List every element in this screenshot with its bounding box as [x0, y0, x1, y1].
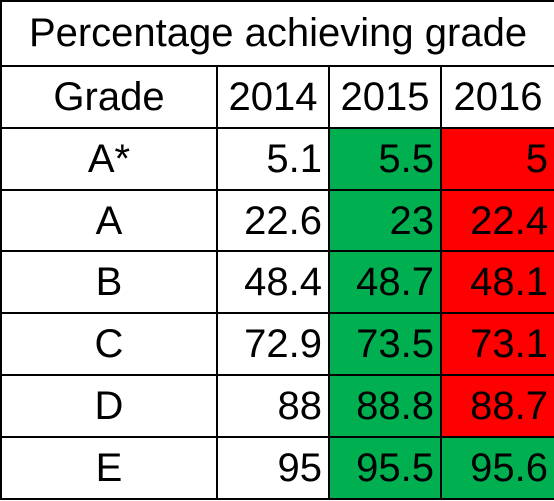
table-row: A* 5.1 5.5 5 [0, 126, 554, 191]
value-cell-2014[interactable]: 88 [216, 374, 330, 439]
value-cell-2016[interactable]: 22.4 [440, 188, 554, 253]
table-row: B 48.4 48.7 48.1 [0, 250, 554, 315]
value-cell-2016[interactable]: 73.1 [440, 312, 554, 377]
value-cell-2014[interactable]: 72.9 [216, 312, 330, 377]
header-row: Grade 2014 2015 2016 [0, 64, 554, 129]
value-cell-2015[interactable]: 88.8 [328, 374, 442, 439]
table-row: D 88 88.8 88.7 [0, 374, 554, 439]
value-cell-2014[interactable]: 95 [216, 436, 330, 500]
value-cell-2015[interactable]: 95.5 [328, 436, 442, 500]
title-row: Percentage achieving grade [0, 0, 554, 67]
header-cell-2015[interactable]: 2015 [328, 64, 442, 129]
table-title: Percentage achieving grade [28, 11, 528, 56]
value-cell-2015[interactable]: 5.5 [328, 126, 442, 191]
grade-cell[interactable]: A [0, 188, 218, 253]
value-cell-2014[interactable]: 22.6 [216, 188, 330, 253]
value-cell-2015[interactable]: 73.5 [328, 312, 442, 377]
grade-cell[interactable]: B [0, 250, 218, 315]
header-cell-2016[interactable]: 2016 [440, 64, 554, 129]
table-title-cell[interactable]: Percentage achieving grade [0, 0, 554, 67]
table-row: E 95 95.5 95.6 [0, 436, 554, 500]
grade-cell[interactable]: D [0, 374, 218, 439]
grade-cell[interactable]: C [0, 312, 218, 377]
header-cell-2014[interactable]: 2014 [216, 64, 330, 129]
value-cell-2015[interactable]: 48.7 [328, 250, 442, 315]
table-row: C 72.9 73.5 73.1 [0, 312, 554, 377]
grade-cell[interactable]: E [0, 436, 218, 500]
value-cell-2015[interactable]: 23 [328, 188, 442, 253]
value-cell-2016[interactable]: 48.1 [440, 250, 554, 315]
value-cell-2016[interactable]: 88.7 [440, 374, 554, 439]
value-cell-2016[interactable]: 95.6 [440, 436, 554, 500]
grade-cell[interactable]: A* [0, 126, 218, 191]
value-cell-2014[interactable]: 5.1 [216, 126, 330, 191]
header-cell-grade[interactable]: Grade [0, 64, 218, 129]
table-row: A 22.6 23 22.4 [0, 188, 554, 253]
value-cell-2016[interactable]: 5 [440, 126, 554, 191]
value-cell-2014[interactable]: 48.4 [216, 250, 330, 315]
